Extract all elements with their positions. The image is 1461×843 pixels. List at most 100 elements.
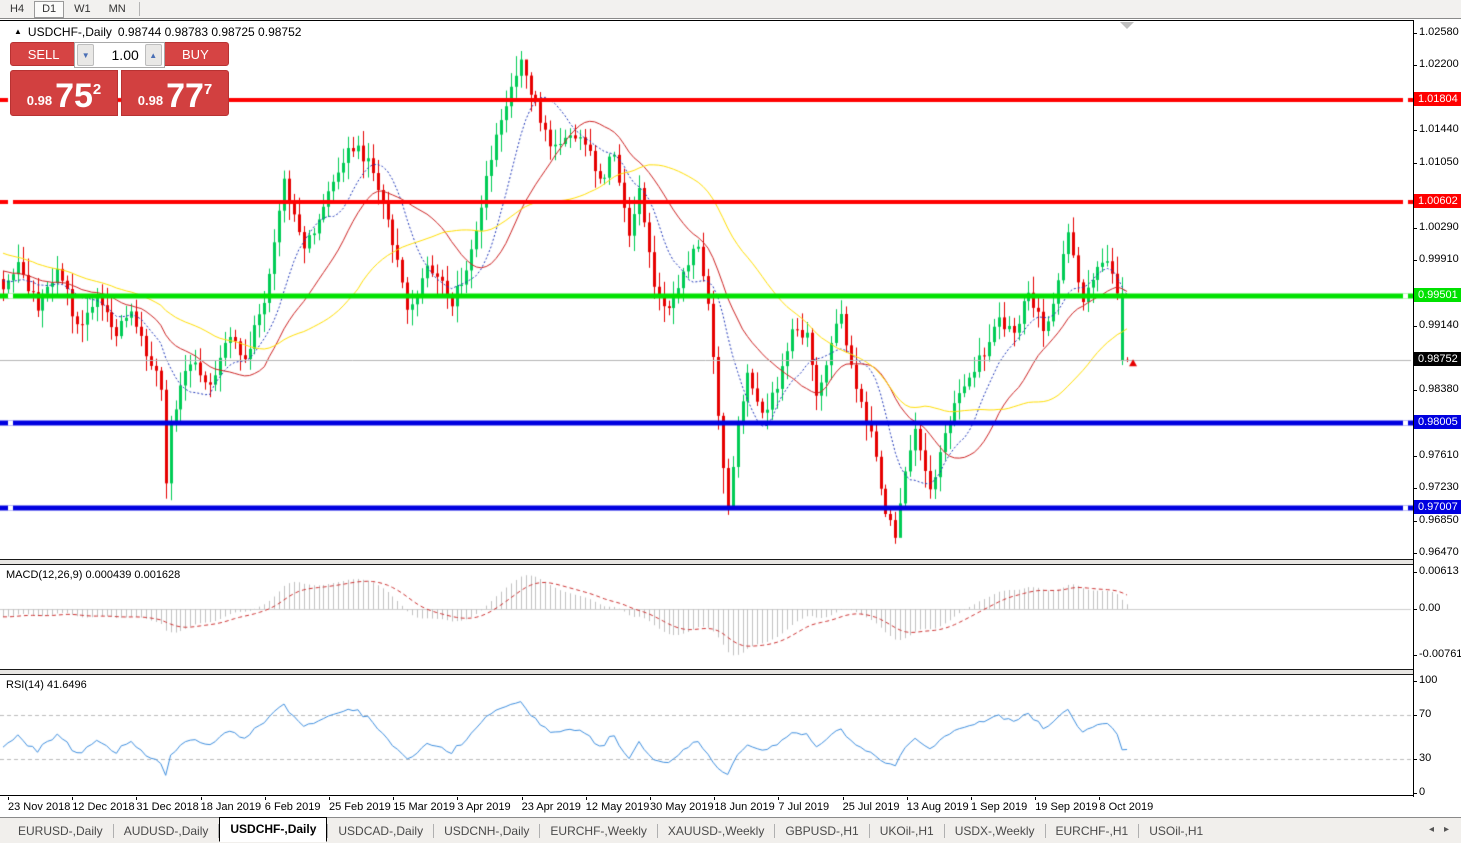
chart-ohlc-values: 0.98744 0.98783 0.98725 0.98752 [117, 25, 302, 39]
price-tick-label: 1.01440 [1419, 123, 1459, 136]
timeframe-button-h4[interactable]: H4 [10, 3, 25, 15]
tab-scroll-right-icon[interactable]: ▸ [1443, 824, 1449, 835]
date-tick-mark [264, 797, 266, 800]
rsi-label: RSI(14) 41.6496 [6, 679, 87, 691]
macd-canvas[interactable] [0, 565, 1413, 669]
date-tick-mark [393, 797, 395, 800]
rsi-panel[interactable]: RSI(14) 41.6496 [0, 675, 1413, 796]
rsi-canvas[interactable] [0, 675, 1413, 795]
buy-button[interactable]: BUY [161, 42, 229, 66]
chart-title: ▲ USDCHF-,Daily 0.98744 0.98783 0.98725 … [14, 25, 301, 39]
macd-tick-label: 0.00 [1419, 602, 1441, 614]
axis-tick-mark [1414, 759, 1417, 761]
tab-separator [868, 823, 870, 838]
timeframe-button-d1[interactable]: D1 [34, 0, 65, 18]
date-label: 3 Apr 2019 [457, 801, 511, 813]
price-axis[interactable]: 1.02580 1.02200 1.01440 1.01050 1.00290 0.999… [1413, 20, 1461, 798]
date-tick-mark [650, 797, 651, 800]
date-tick-mark [457, 797, 459, 800]
tab-scroll-left-icon[interactable]: ◂ [1428, 824, 1434, 835]
axis-tick-mark [1414, 130, 1417, 132]
tab-gbpusd-h1[interactable]: GBPUSD-,H1 [785, 823, 859, 838]
tab-separator [539, 823, 541, 838]
volume-decrease-icon[interactable]: ▼ [77, 44, 95, 66]
timeframe-button-mn[interactable]: MN [108, 3, 126, 15]
tab-eurchf-weekly[interactable]: EURCHF-,Weekly [550, 823, 647, 838]
price-tick-label: 0.98380 [1419, 383, 1459, 396]
panel-splitter[interactable] [0, 669, 1461, 675]
axis-tick-mark [1414, 455, 1417, 457]
axis-tick-mark [1414, 553, 1417, 554]
date-label: 6 Feb 2019 [264, 801, 321, 813]
tab-eurusd-daily[interactable]: EURUSD-,Daily [18, 823, 103, 838]
axis-tick-mark [1414, 572, 1417, 573]
tab-xauusd-weekly[interactable]: XAUUSD-,Weekly [667, 823, 765, 838]
price-tick-label: 0.99910 [1419, 253, 1459, 266]
axis-tick-mark [1414, 714, 1417, 716]
date-label: 1 Sep 2019 [971, 801, 1028, 813]
price-tick-label: 0.97230 [1419, 481, 1459, 494]
tab-eurchf-h1[interactable]: EURCHF-,H1 [1055, 823, 1129, 838]
tab-usoil-h1[interactable]: USOil-,H1 [1149, 823, 1204, 838]
date-tick-mark [585, 797, 587, 800]
tab-separator [656, 823, 658, 838]
tab-usdx-weekly[interactable]: USDX-,Weekly [954, 823, 1035, 838]
price-chart-area[interactable] [0, 20, 1413, 560]
tab-scroll-arrows: ◂ ▸ [1429, 824, 1449, 835]
axis-tick-mark [1414, 654, 1417, 656]
timeframe-toolbar: H4 D1 W1 MN [0, 0, 1461, 19]
price-tick-label: 1.00290 [1419, 220, 1459, 233]
price-tick-label: 0.96470 [1419, 546, 1459, 558]
chart-shift-marker-icon[interactable] [1120, 22, 1134, 29]
date-axis[interactable]: 23 Nov 2018 12 Dec 2018 31 Dec 2018 18 Jan … [0, 797, 1461, 817]
tab-audusd-daily[interactable]: AUDUSD-,Daily [123, 823, 209, 838]
volume-increase-icon[interactable]: ▲ [144, 44, 162, 66]
one-click-trade-panel: SELL ▼ 1.00 ▲ BUY 0.98 75 2 0.98 77 7 [10, 42, 229, 116]
date-label: 18 Jun 2019 [714, 801, 775, 813]
date-label: 8 Oct 2019 [1099, 801, 1154, 813]
date-label: 18 Jan 2019 [200, 801, 262, 813]
tab-separator [433, 823, 435, 838]
date-label: 12 May 2019 [585, 801, 650, 813]
macd-panel[interactable]: MACD(12,26,9) 0.000439 0.001628 [0, 565, 1413, 669]
axis-tick-mark [1414, 163, 1417, 165]
panel-splitter[interactable] [0, 559, 1461, 565]
buy-price-tile[interactable]: 0.98 77 7 [121, 70, 229, 116]
tab-usdcnh-daily[interactable]: USDCNH-,Daily [444, 823, 530, 838]
price-tick-label: 1.02200 [1419, 58, 1459, 71]
date-tick-mark [136, 797, 138, 800]
date-tick-mark [842, 797, 844, 800]
candlestick-canvas[interactable] [0, 21, 1413, 560]
axis-tick-mark [1414, 325, 1417, 327]
level-price-label: 0.97007 [1414, 500, 1461, 515]
axis-tick-mark [1414, 260, 1417, 262]
sell-price-base: 0.98 [26, 93, 53, 108]
tab-usdchf-daily[interactable]: USDCHF-,Daily [219, 817, 328, 842]
sell-price-tile[interactable]: 0.98 75 2 [10, 70, 118, 116]
tab-separator [327, 823, 329, 838]
sell-button[interactable]: SELL [10, 42, 78, 66]
collapse-panel-icon[interactable]: ▲ [14, 26, 22, 36]
date-tick-mark [200, 797, 202, 800]
tab-ukoil-h1[interactable]: UKOil-,H1 [879, 823, 934, 838]
date-tick-mark [8, 797, 9, 800]
rsi-tick-label: 0 [1419, 786, 1426, 798]
timeframe-button-w1[interactable]: W1 [74, 3, 91, 15]
date-label: 23 Nov 2018 [8, 801, 71, 813]
level-price-label: 1.01804 [1414, 92, 1461, 107]
date-label: 13 Aug 2019 [906, 801, 969, 813]
date-tick-mark [72, 797, 74, 800]
tab-separator [1138, 823, 1140, 838]
toolbar-separator [138, 2, 140, 16]
price-tick-label: 0.99140 [1419, 318, 1459, 331]
sell-price-pips: 75 [55, 77, 93, 115]
level-price-label: 0.98005 [1414, 415, 1461, 430]
date-label: 19 Sep 2019 [1035, 801, 1098, 813]
volume-input[interactable]: 1.00 [111, 47, 139, 63]
tab-usdcad-daily[interactable]: USDCAD-,Daily [338, 823, 424, 838]
buy-price-point: 7 [203, 81, 213, 98]
axis-tick-mark [1414, 33, 1417, 34]
date-tick-mark [778, 797, 780, 800]
rsi-tick-label: 100 [1419, 674, 1438, 686]
date-label: 23 Apr 2019 [521, 801, 581, 813]
